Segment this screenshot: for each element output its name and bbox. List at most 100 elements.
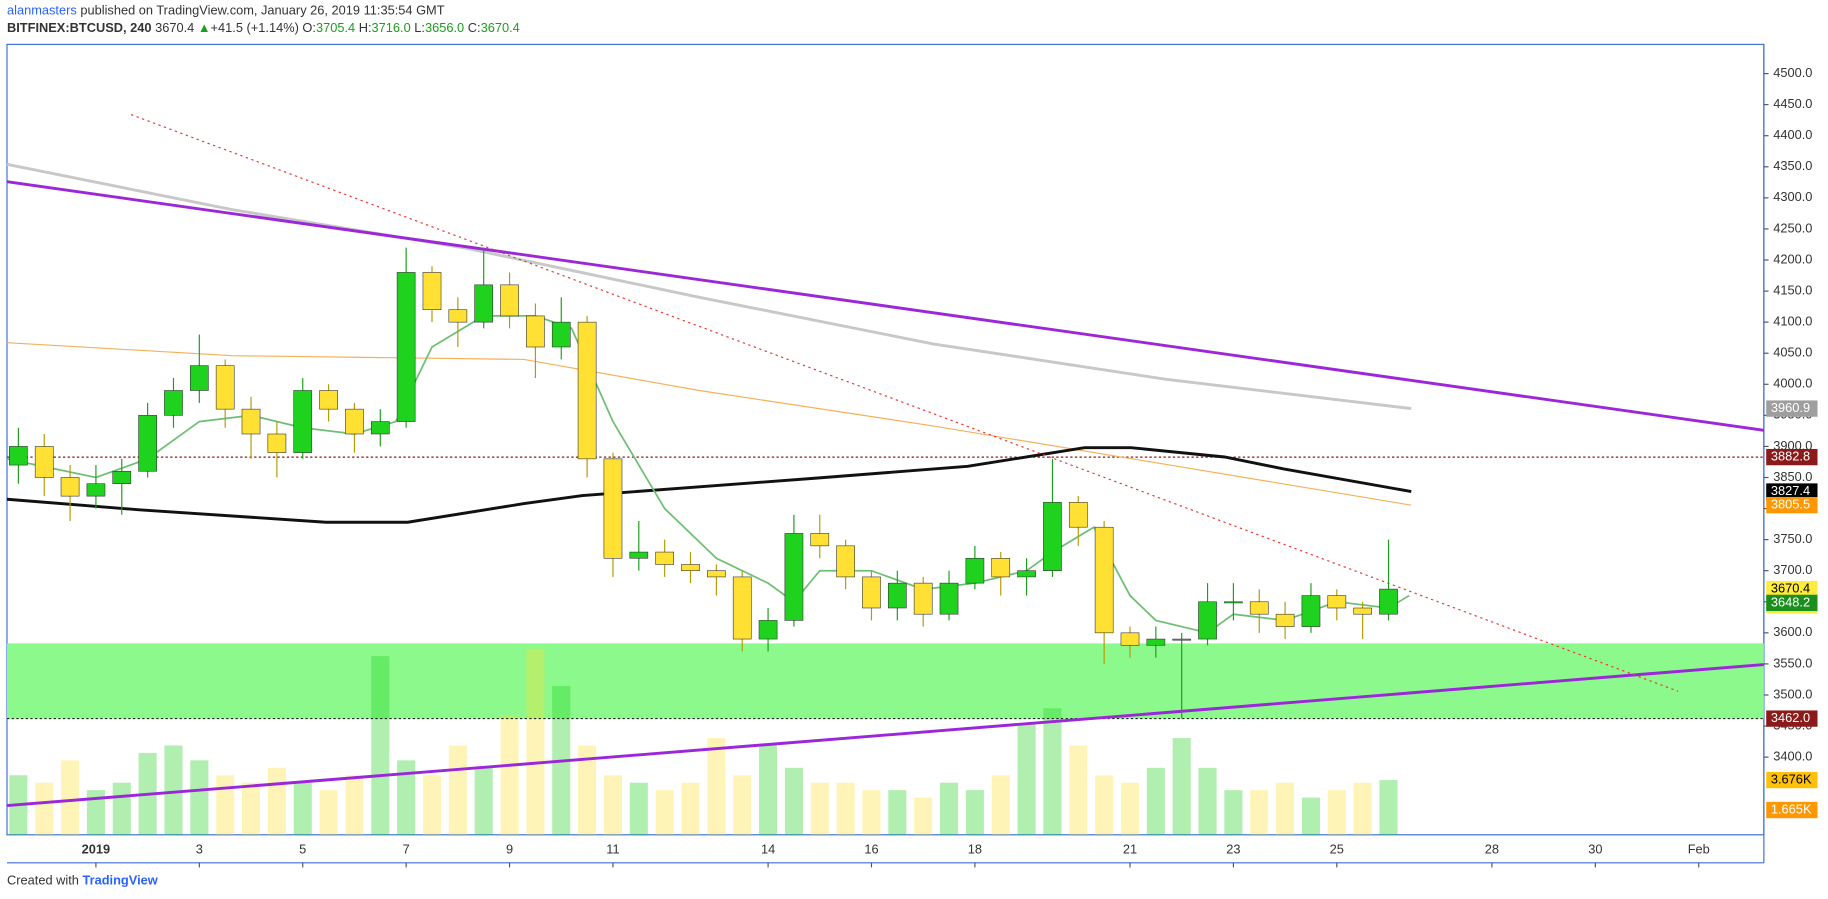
x-tick-label: 11: [606, 841, 619, 856]
candle-body: [345, 408, 364, 435]
candle-body: [1353, 607, 1373, 615]
candle-body: [758, 620, 778, 640]
candle-body: [1043, 502, 1062, 571]
author[interactable]: alanmasters: [7, 3, 77, 18]
price-label: 3462.0: [1771, 710, 1810, 725]
volume-bar: [1353, 782, 1372, 835]
volume-bar: [965, 790, 984, 835]
candle-body: [1224, 601, 1243, 604]
plot: 3400.03450.03500.03550.03600.03650.03700…: [6, 65, 1818, 868]
x-tick-label: 16: [864, 841, 878, 856]
volume-bar: [603, 775, 623, 835]
volume-bar: [1120, 782, 1140, 835]
line: [6, 446, 1412, 524]
candle-body: [603, 458, 623, 559]
x-tick-label: 14: [761, 841, 775, 856]
volume-bar: [526, 648, 545, 835]
volume-bar: [190, 760, 209, 835]
candle-body: [138, 415, 157, 472]
candle-body: [526, 315, 545, 348]
volume-bar: [164, 745, 183, 835]
candle-body: [500, 284, 519, 317]
y-tick-label: 3850.0: [1773, 469, 1812, 484]
volume-bar: [681, 782, 700, 835]
volume-bar: [345, 775, 364, 835]
quote-value: 3716.0: [372, 21, 411, 36]
x-tick-label: 3: [196, 841, 203, 856]
candle-body: [189, 365, 209, 391]
volume-bar: [371, 656, 390, 835]
volume-bar: [1224, 790, 1243, 835]
candle-body: [241, 408, 261, 435]
candle-body: [1249, 601, 1269, 615]
price-label: 3648.2: [1771, 594, 1810, 609]
candle-body: [862, 576, 881, 609]
candle-body: [1120, 632, 1140, 646]
candle-body: [1327, 595, 1347, 609]
footer-text: Created with: [7, 873, 79, 888]
x-tick-label: 21: [1123, 841, 1137, 856]
volume-bar: [35, 782, 54, 835]
quote-label: O:: [302, 21, 316, 36]
price-label: 3670.4: [1771, 580, 1810, 595]
volume-bar: [1095, 775, 1114, 835]
candle-body: [293, 390, 313, 453]
volume-bar: [1327, 790, 1346, 835]
candle-body: [1198, 601, 1217, 640]
volume-bar: [422, 775, 442, 835]
candle-body: [577, 321, 597, 460]
candle-body: [164, 390, 183, 416]
candle-body: [965, 557, 985, 584]
footer: Created with TradingView: [7, 873, 158, 888]
volume-bar: [629, 782, 648, 835]
y-tick-label: 3550.0: [1773, 655, 1812, 670]
candle-body: [1017, 570, 1036, 578]
price-label: 3.676K: [1771, 771, 1812, 786]
candle-body: [887, 582, 907, 609]
line: [6, 315, 1410, 634]
candle-body: [319, 390, 338, 410]
volume-bar: [707, 738, 726, 835]
volume-bar: [784, 767, 803, 835]
brand[interactable]: TradingView: [82, 873, 157, 888]
candle-body: [1146, 638, 1166, 646]
candle-body: [215, 365, 235, 410]
price-label: 3882.8: [1771, 449, 1810, 464]
line: [6, 180, 1765, 432]
candle-body: [86, 483, 106, 497]
y-tick-label: 3500.0: [1773, 686, 1812, 701]
volume-bar: [397, 760, 416, 835]
x-tick-label: 23: [1226, 841, 1240, 856]
price-label: 3960.9: [1771, 400, 1810, 415]
candle-body: [60, 477, 80, 497]
quote-value: 3705.4: [316, 21, 355, 36]
symbol: BITFINEX:BTCUSD, 240: [7, 21, 152, 36]
candle-body: [474, 284, 494, 323]
published: published on TradingView.com, January 26…: [77, 3, 445, 18]
volume-bar: [61, 760, 80, 835]
price-label: 3805.5: [1771, 497, 1810, 512]
y-tick-label: 3400.0: [1773, 749, 1812, 764]
line: [130, 114, 1679, 692]
y-tick-label: 4150.0: [1773, 282, 1812, 297]
volume-bar: [448, 745, 467, 835]
candle-body: [1379, 588, 1398, 615]
price-label-bg: [1766, 771, 1818, 789]
candle-body: [1172, 638, 1192, 641]
x-tick-label: 28: [1485, 841, 1499, 856]
volume-bar: [319, 790, 338, 835]
quote-label: L:: [414, 21, 425, 36]
price-label: 1.665K: [1771, 801, 1812, 816]
candle-body: [9, 446, 28, 466]
volume-bar: [267, 767, 286, 835]
x-tick-label: 18: [968, 841, 982, 856]
volume-bar: [1172, 738, 1191, 835]
line: [6, 162, 1412, 411]
price-label-bg: [1766, 594, 1818, 612]
candle-body: [707, 570, 726, 578]
line: [6, 342, 1412, 506]
candle-body: [732, 576, 752, 640]
volume-bar: [862, 790, 881, 835]
quote-label: C:: [468, 21, 481, 36]
